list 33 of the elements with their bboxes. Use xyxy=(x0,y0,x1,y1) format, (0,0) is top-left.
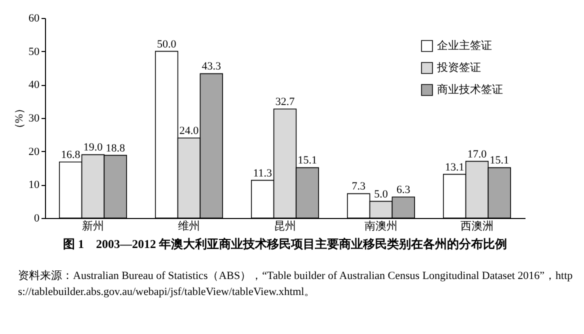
x-tick-label: 西澳洲 xyxy=(460,220,494,232)
data-label: 16.8 xyxy=(60,149,81,161)
data-label: 19.0 xyxy=(83,142,104,154)
legend-label: 投资签证 xyxy=(436,62,481,74)
data-label: 15.1 xyxy=(490,154,510,167)
data-label: 11.3 xyxy=(253,167,273,180)
data-label: 7.3 xyxy=(352,180,366,193)
x-tick-label: 昆州 xyxy=(274,220,296,232)
x-tick-label: 南澳州 xyxy=(364,220,398,232)
data-label: 5.0 xyxy=(374,188,388,200)
y-tick-label: 0 xyxy=(34,212,40,224)
data-label: 6.3 xyxy=(396,184,411,196)
data-label: 18.8 xyxy=(106,142,126,154)
y-tick-label: 10 xyxy=(28,179,40,192)
data-label: 50.0 xyxy=(156,38,177,50)
y-tick-label: 30 xyxy=(28,112,40,124)
legend-label: 企业主签证 xyxy=(437,39,492,52)
data-label: 17.0 xyxy=(467,148,488,160)
data-label: 24.0 xyxy=(179,125,200,137)
data-label: 43.3 xyxy=(202,60,222,73)
x-tick-label: 新州 xyxy=(82,220,104,232)
text: 资料来源：Australian Bureau of Statistics（ABS），“Table builder of Australian Census Longitudinal Dataset 2016”，https://tablebuilder.abs.gov.au/webapi/jsf/tableView/tableView.xhtml。 xyxy=(17,269,573,300)
y-axis-title: （%） xyxy=(14,102,26,134)
data-label: 32.7 xyxy=(275,96,296,108)
y-tick-label: 40 xyxy=(28,79,40,92)
legend-label: 商业技术签证 xyxy=(437,83,503,96)
x-tick-label: 维州 xyxy=(178,220,200,232)
data-label: 15.1 xyxy=(298,154,318,167)
y-tick-label: 50 xyxy=(28,46,40,58)
text: 图 1 2003—2012 年澳大利亚商业技术移民项目主要商业移民类别在各州的分布比例 xyxy=(63,237,507,251)
y-tick-label: 20 xyxy=(28,146,40,158)
data-label: 13.1 xyxy=(444,161,464,174)
y-tick-label: 60 xyxy=(28,12,40,24)
